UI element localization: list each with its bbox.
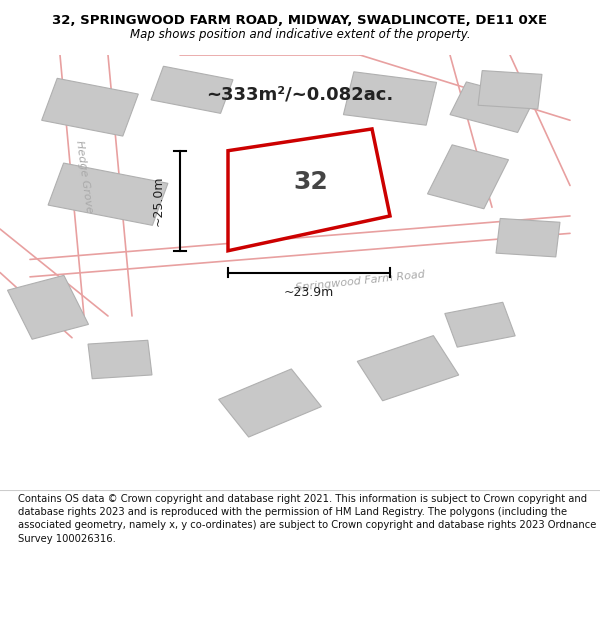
Polygon shape [357, 336, 459, 401]
Text: Hedge Grove: Hedge Grove [74, 140, 94, 214]
Polygon shape [427, 145, 509, 209]
Polygon shape [151, 66, 233, 113]
Polygon shape [41, 78, 139, 136]
Text: 32: 32 [293, 170, 328, 194]
Polygon shape [343, 72, 437, 125]
Text: Map shows position and indicative extent of the property.: Map shows position and indicative extent… [130, 28, 470, 41]
Polygon shape [88, 340, 152, 379]
Polygon shape [445, 302, 515, 347]
Polygon shape [478, 71, 542, 109]
Text: Springwood Farm Road: Springwood Farm Road [295, 269, 425, 293]
Text: ~23.9m: ~23.9m [284, 286, 334, 299]
Text: ~333m²/~0.082ac.: ~333m²/~0.082ac. [206, 85, 394, 103]
Polygon shape [450, 82, 534, 132]
Text: 32, SPRINGWOOD FARM ROAD, MIDWAY, SWADLINCOTE, DE11 0XE: 32, SPRINGWOOD FARM ROAD, MIDWAY, SWADLI… [52, 14, 548, 27]
Polygon shape [228, 129, 390, 251]
Polygon shape [496, 219, 560, 257]
Text: Contains OS data © Crown copyright and database right 2021. This information is : Contains OS data © Crown copyright and d… [18, 494, 596, 544]
Polygon shape [7, 276, 89, 339]
Polygon shape [218, 369, 322, 437]
Text: ~25.0m: ~25.0m [152, 176, 165, 226]
Polygon shape [48, 163, 168, 226]
